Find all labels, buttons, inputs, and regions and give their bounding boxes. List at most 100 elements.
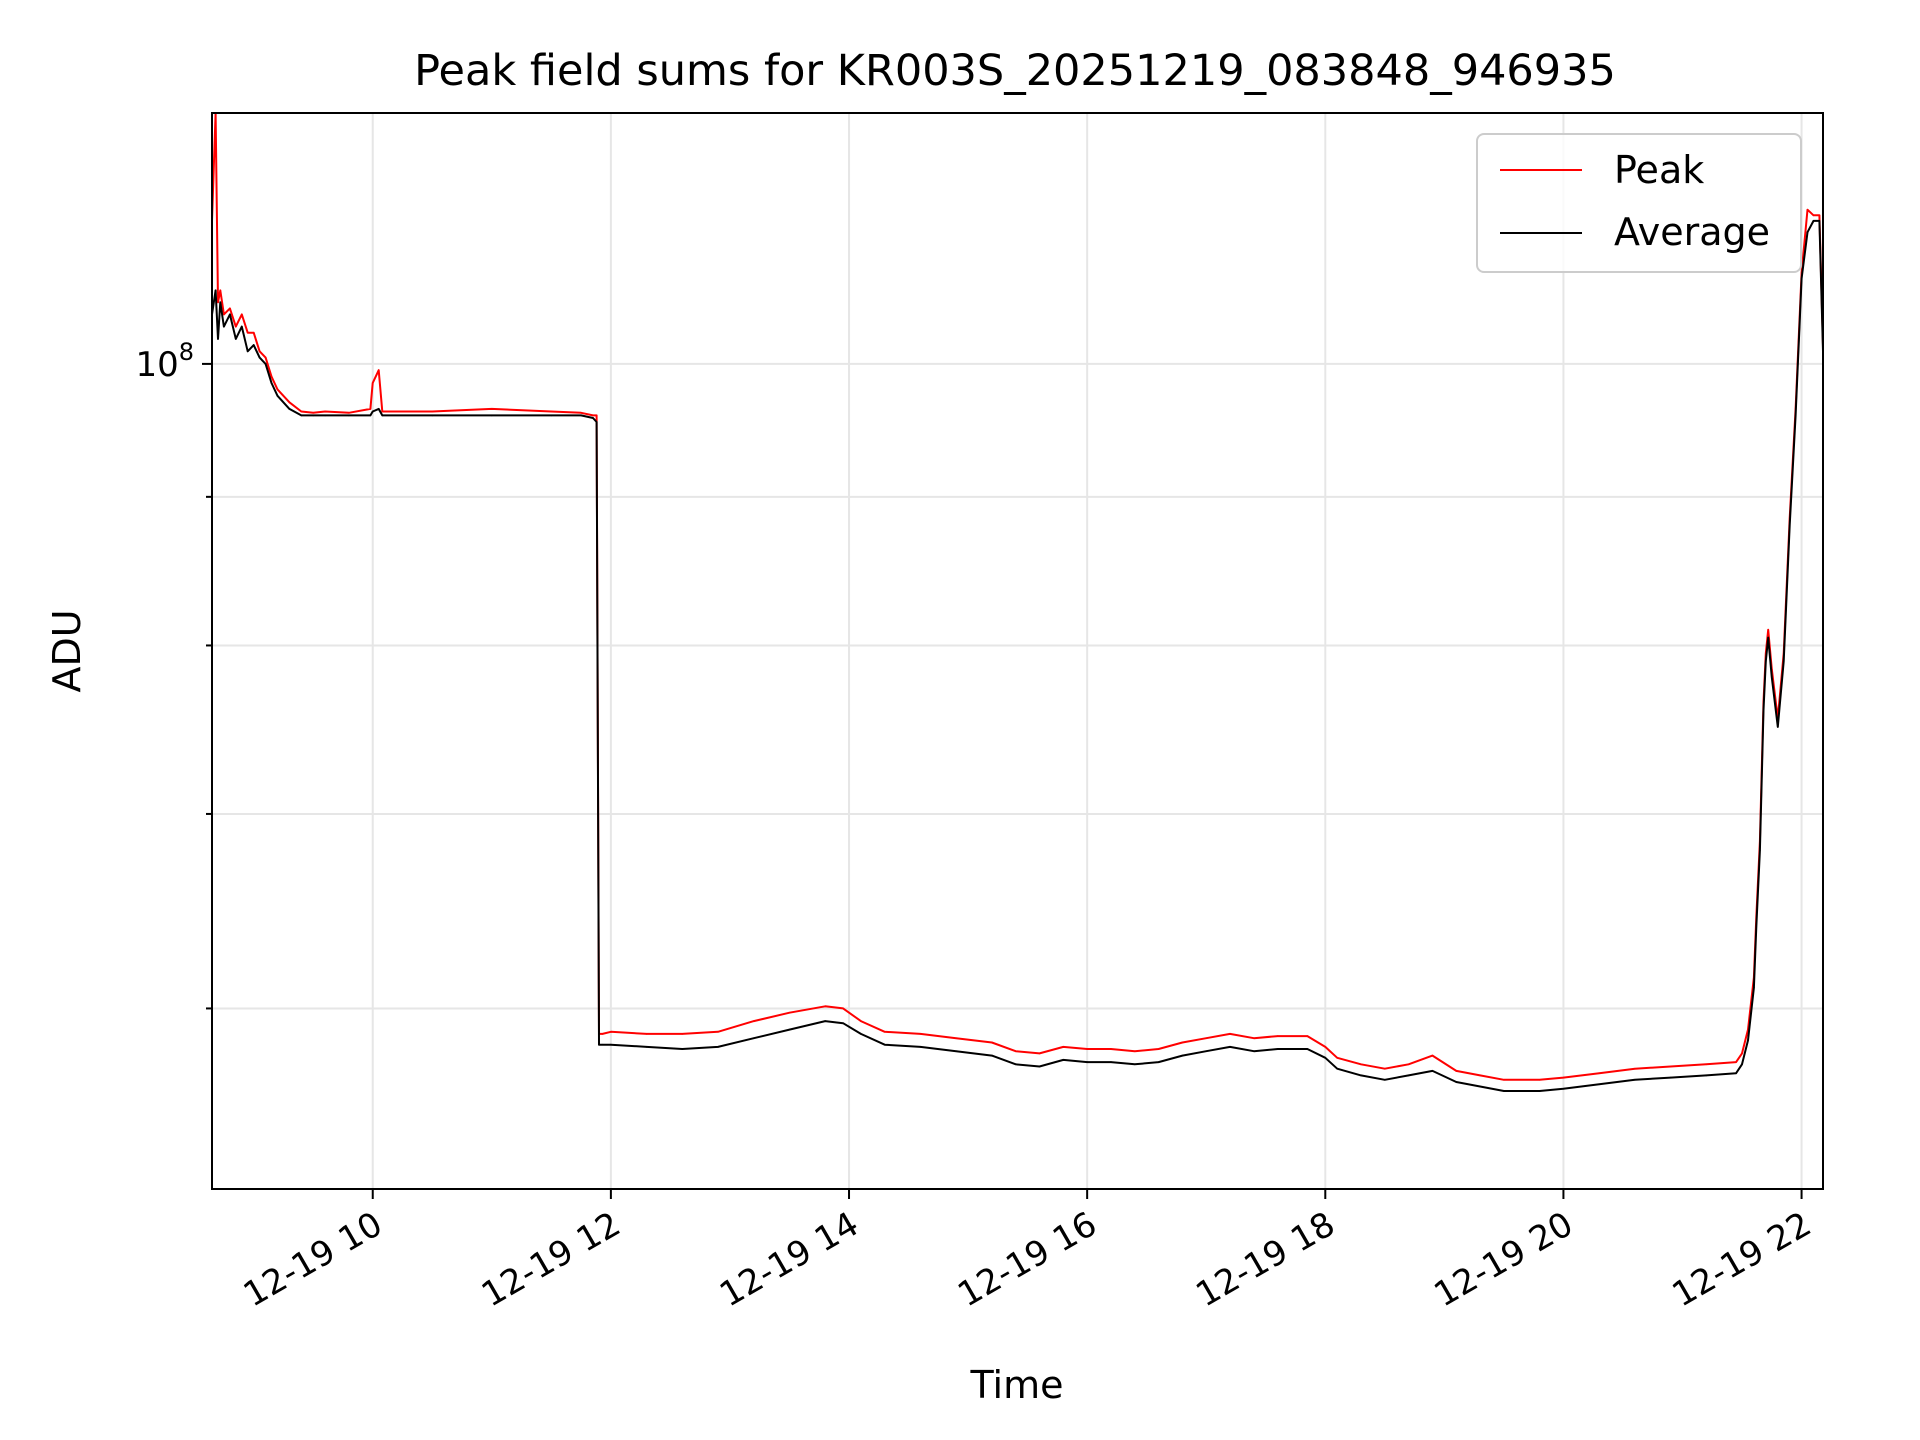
x-axis-label: Time	[970, 1363, 1064, 1407]
data-point-average	[610, 1043, 612, 1046]
data-point-average	[1735, 1072, 1737, 1074]
series-layer	[211, 112, 1824, 1092]
plot-frame	[211, 112, 1824, 1190]
data-point-peak	[883, 1031, 886, 1033]
data-point-peak	[276, 388, 279, 391]
data-point-average	[1782, 660, 1785, 663]
grid-layer	[212, 113, 1823, 1189]
data-point-average	[1800, 277, 1803, 280]
data-point-average	[1229, 1046, 1231, 1048]
data-point-average	[1110, 1061, 1112, 1063]
data-point-peak	[1253, 1037, 1255, 1039]
data-point-peak	[1818, 214, 1821, 217]
data-point-peak	[235, 325, 237, 328]
data-point-average	[1669, 1076, 1672, 1079]
data-point-average	[491, 414, 493, 417]
legend-box	[1476, 133, 1802, 273]
data-point-average	[1086, 1061, 1088, 1063]
data-point-peak	[312, 412, 315, 414]
data-point-average	[235, 338, 237, 340]
data-point-average	[1038, 1065, 1041, 1068]
data-point-average	[252, 344, 255, 346]
data-point-peak	[1134, 1050, 1136, 1052]
data-point-peak	[300, 410, 303, 413]
data-point-average	[258, 356, 261, 359]
data-point-average	[1324, 1057, 1327, 1059]
data-point-average	[1759, 849, 1761, 852]
data-point-average	[1134, 1063, 1136, 1066]
data-point-peak	[1038, 1052, 1041, 1055]
data-point-average	[1253, 1050, 1255, 1052]
data-point-peak	[681, 1033, 684, 1035]
data-point-average	[645, 1046, 648, 1048]
data-point-peak	[788, 1011, 791, 1014]
data-point-peak	[919, 1033, 922, 1035]
data-point-peak	[753, 1020, 755, 1022]
data-point-peak	[1014, 1050, 1017, 1052]
data-point-peak	[1384, 1067, 1386, 1070]
data-point-average	[1755, 926, 1758, 928]
data-point-average	[580, 414, 582, 417]
data-point-average	[883, 1043, 886, 1046]
data-point-average	[223, 325, 225, 328]
data-point-peak	[580, 412, 582, 414]
data-point-peak	[369, 408, 372, 410]
data-point-average	[1431, 1070, 1434, 1072]
chart-title: Peak field sums for KR003S_20251219_0838…	[414, 46, 1616, 96]
data-point-average	[377, 408, 380, 410]
data-point-peak	[377, 369, 380, 372]
data-point-peak	[252, 331, 255, 334]
data-point-average	[1818, 220, 1821, 222]
data-point-average	[1812, 220, 1815, 222]
data-point-peak	[246, 331, 249, 334]
data-point-average	[550, 414, 553, 417]
data-point-average	[1705, 1074, 1708, 1077]
data-point-average	[246, 350, 249, 353]
data-point-average	[681, 1048, 684, 1050]
data-point-peak	[842, 1007, 844, 1010]
data-point-average	[300, 414, 303, 417]
data-point-average	[1181, 1054, 1184, 1057]
data-point-peak	[1562, 1076, 1565, 1079]
data-point-average	[276, 395, 279, 397]
data-point-peak	[595, 414, 598, 417]
data-point-average	[241, 325, 243, 328]
data-point-average	[824, 1020, 826, 1022]
data-point-peak	[1598, 1072, 1600, 1074]
data-point-average	[1753, 986, 1755, 989]
data-point-average	[1788, 524, 1791, 526]
data-point-peak	[1741, 1052, 1743, 1055]
data-point-average	[788, 1028, 791, 1031]
data-point-average	[1455, 1081, 1458, 1083]
data-point-peak	[717, 1031, 719, 1033]
data-point-average	[1747, 1039, 1749, 1042]
data-point-average	[1794, 414, 1797, 417]
data-point-peak	[991, 1041, 993, 1044]
data-point-average	[1634, 1079, 1636, 1081]
data-point-peak	[217, 301, 219, 304]
data-point-average	[919, 1046, 922, 1048]
data-point-average	[219, 301, 222, 304]
data-point-peak	[1229, 1033, 1231, 1035]
data-point-average	[288, 408, 291, 410]
data-point-peak	[371, 382, 374, 384]
legend-label-peak: Peak	[1614, 148, 1704, 192]
data-point-peak	[1479, 1074, 1481, 1077]
data-point-average	[1538, 1090, 1541, 1092]
data-point-peak	[601, 1033, 604, 1035]
data-point-peak	[381, 410, 384, 413]
data-point-average	[860, 1033, 862, 1035]
data-point-average	[1014, 1063, 1017, 1066]
data-point-average	[214, 289, 217, 292]
data-point-average	[1806, 231, 1809, 233]
data-point-average	[217, 338, 219, 340]
data-point-average	[270, 382, 273, 384]
data-point-peak	[229, 307, 231, 310]
data-point-peak	[1062, 1046, 1065, 1048]
data-point-average	[1276, 1048, 1279, 1050]
data-point-peak	[241, 313, 243, 316]
data-point-average	[1777, 726, 1779, 728]
data-point-peak	[288, 401, 291, 404]
data-point-average	[717, 1046, 719, 1048]
